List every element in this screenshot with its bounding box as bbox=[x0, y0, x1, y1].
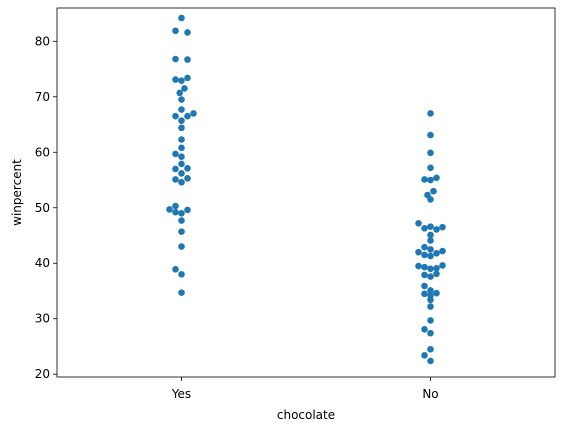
data-point bbox=[172, 176, 179, 183]
data-point bbox=[433, 174, 440, 182]
data-point bbox=[178, 170, 185, 177]
data-point bbox=[427, 176, 434, 184]
data-point bbox=[421, 263, 428, 271]
y-axis-label: winpercent bbox=[10, 159, 24, 226]
data-point bbox=[427, 252, 434, 260]
data-point bbox=[190, 110, 197, 117]
data-point bbox=[184, 29, 191, 36]
data-point bbox=[427, 246, 434, 253]
data-point bbox=[427, 265, 434, 273]
data-point bbox=[439, 247, 446, 255]
data-point bbox=[427, 303, 434, 310]
data-point bbox=[430, 187, 437, 195]
data-point bbox=[172, 266, 179, 273]
data-point bbox=[184, 206, 191, 214]
plot-frame bbox=[56, 7, 556, 378]
data-point bbox=[178, 210, 185, 217]
y-tick-label: 50 bbox=[35, 201, 50, 215]
data-point bbox=[421, 251, 428, 259]
data-point bbox=[166, 206, 173, 213]
data-point bbox=[427, 317, 434, 324]
x-axis-ticks: Yes No bbox=[171, 377, 439, 401]
data-point bbox=[427, 131, 434, 139]
x-tick-label: No bbox=[422, 387, 438, 401]
data-point bbox=[421, 243, 428, 251]
data-point bbox=[178, 153, 185, 161]
data-point bbox=[178, 217, 185, 224]
data-point bbox=[172, 55, 179, 63]
data-point bbox=[427, 296, 434, 304]
y-tick-label: 20 bbox=[35, 367, 50, 381]
data-point bbox=[172, 27, 179, 35]
data-point bbox=[427, 345, 434, 353]
y-axis-ticks: 20 30 40 50 60 70 80 bbox=[35, 34, 57, 381]
data-point bbox=[439, 262, 446, 269]
data-point bbox=[427, 329, 434, 337]
data-point bbox=[433, 249, 440, 257]
plot-area bbox=[57, 8, 555, 377]
y-tick-label: 30 bbox=[35, 312, 50, 326]
data-point bbox=[415, 262, 422, 270]
data-point bbox=[421, 352, 428, 359]
data-point bbox=[178, 243, 185, 250]
data-point bbox=[421, 271, 428, 279]
data-point bbox=[427, 231, 434, 239]
data-point bbox=[427, 357, 434, 365]
data-point bbox=[172, 165, 179, 173]
data-point bbox=[184, 175, 191, 182]
data-point bbox=[178, 144, 185, 152]
data-point bbox=[427, 237, 434, 244]
x-tick-label: Yes bbox=[171, 387, 191, 401]
y-tick-label: 60 bbox=[35, 145, 50, 159]
data-point bbox=[184, 165, 191, 172]
y-tick-label: 70 bbox=[35, 90, 50, 104]
data-point bbox=[184, 56, 191, 63]
data-point bbox=[172, 76, 179, 83]
data-point bbox=[427, 223, 434, 230]
data-point bbox=[181, 85, 188, 92]
data-point bbox=[421, 325, 428, 333]
data-point bbox=[427, 287, 434, 294]
data-point bbox=[427, 273, 434, 280]
data-point bbox=[427, 164, 434, 172]
data-point bbox=[178, 77, 185, 84]
data-point bbox=[433, 264, 440, 272]
data-point bbox=[178, 289, 185, 296]
data-point bbox=[178, 124, 185, 132]
data-point bbox=[178, 160, 185, 168]
data-point bbox=[176, 89, 183, 97]
x-axis-label: chocolate bbox=[277, 408, 335, 422]
data-points bbox=[166, 14, 446, 365]
data-point bbox=[178, 96, 185, 103]
data-point bbox=[178, 228, 185, 235]
data-point bbox=[439, 223, 446, 231]
data-point bbox=[433, 289, 440, 297]
data-point bbox=[178, 14, 185, 22]
data-point bbox=[427, 110, 434, 117]
data-point bbox=[172, 150, 179, 158]
data-point bbox=[184, 74, 191, 82]
data-point bbox=[427, 149, 434, 157]
data-point bbox=[172, 202, 179, 210]
data-point bbox=[172, 112, 179, 120]
data-point bbox=[433, 270, 440, 278]
data-point bbox=[178, 178, 185, 186]
data-point bbox=[415, 248, 422, 256]
data-point bbox=[178, 271, 185, 278]
y-tick-label: 80 bbox=[35, 34, 50, 48]
data-point bbox=[415, 219, 422, 227]
data-point bbox=[433, 226, 440, 233]
data-point bbox=[178, 106, 185, 113]
data-point bbox=[421, 224, 428, 232]
data-point bbox=[427, 196, 434, 203]
y-tick-label: 40 bbox=[35, 256, 50, 270]
data-point bbox=[184, 112, 191, 120]
data-point bbox=[421, 282, 428, 290]
data-point bbox=[172, 208, 179, 216]
data-point bbox=[421, 290, 428, 298]
data-point bbox=[421, 176, 428, 183]
data-point bbox=[178, 117, 185, 124]
data-point bbox=[178, 136, 185, 143]
